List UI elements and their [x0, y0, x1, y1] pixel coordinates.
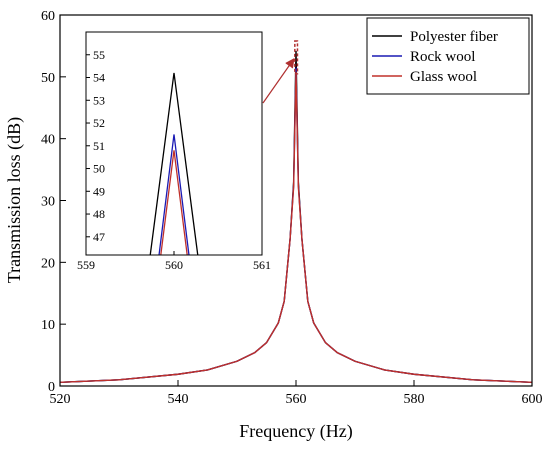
x-tick-label: 520: [50, 392, 71, 407]
legend-label-rock-wool: Rock wool: [410, 49, 475, 65]
y-tick-label: 0: [48, 380, 55, 395]
y-tick-label: 60: [41, 9, 55, 24]
inset-x-tick-label: 561: [253, 258, 271, 272]
x-axis-title: Frequency (Hz): [239, 421, 352, 442]
inset-y-tick-label: 47: [93, 230, 105, 244]
inset-y-tick-label: 54: [93, 71, 105, 85]
zoom-region-box: [294, 40, 299, 75]
x-tick-label: 560: [286, 392, 307, 407]
inset-y-tick-label: 50: [93, 162, 105, 176]
main-plot: 520 540 560 580 600 0 10 20 30 40 50 60 Frequency (…: [4, 9, 543, 442]
series-line-glass-wool: [60, 71, 532, 383]
inset-plot: 559 560 561 47 48 49 50 51 52 53 54 55: [77, 31, 271, 272]
inset-series-line-glass-wool: [160, 150, 188, 255]
inset-x-tick-label: 559: [77, 258, 95, 272]
inset-background: [86, 32, 262, 255]
zoom-arrow: [262, 57, 295, 104]
inset-series-line-rock-wool: [158, 134, 190, 255]
y-tick-label: 40: [41, 133, 55, 148]
inset-y-tick-label: 52: [93, 116, 105, 130]
y-tick-label: 30: [41, 195, 55, 210]
legend-label-glass-wool: Glass wool: [410, 69, 477, 85]
x-tick-label: 580: [404, 392, 425, 407]
inset-x-tick-label: 560: [165, 258, 183, 272]
legend-label-polyester: Polyester fiber: [410, 29, 498, 45]
inset-y-tick-label: 51: [93, 139, 105, 153]
x-tick-label: 600: [522, 392, 543, 407]
y-tick-label: 50: [41, 71, 55, 86]
y-tick-label: 20: [41, 256, 55, 271]
inset-y-tick-label: 55: [93, 48, 105, 62]
zoom-annotation: [262, 40, 299, 104]
y-axis-title: Transmission loss (dB): [4, 117, 25, 283]
inset-y-tick-label: 53: [93, 93, 105, 107]
y-tick-label: 10: [41, 318, 55, 333]
inset-y-tick-label: 49: [93, 184, 105, 198]
inset-series-line-polyester-fiber: [149, 72, 199, 255]
legend: Polyester fiber Rock wool Glass wool: [366, 17, 530, 95]
x-tick-label: 540: [168, 392, 189, 407]
inset-y-tick-label: 48: [93, 207, 105, 221]
